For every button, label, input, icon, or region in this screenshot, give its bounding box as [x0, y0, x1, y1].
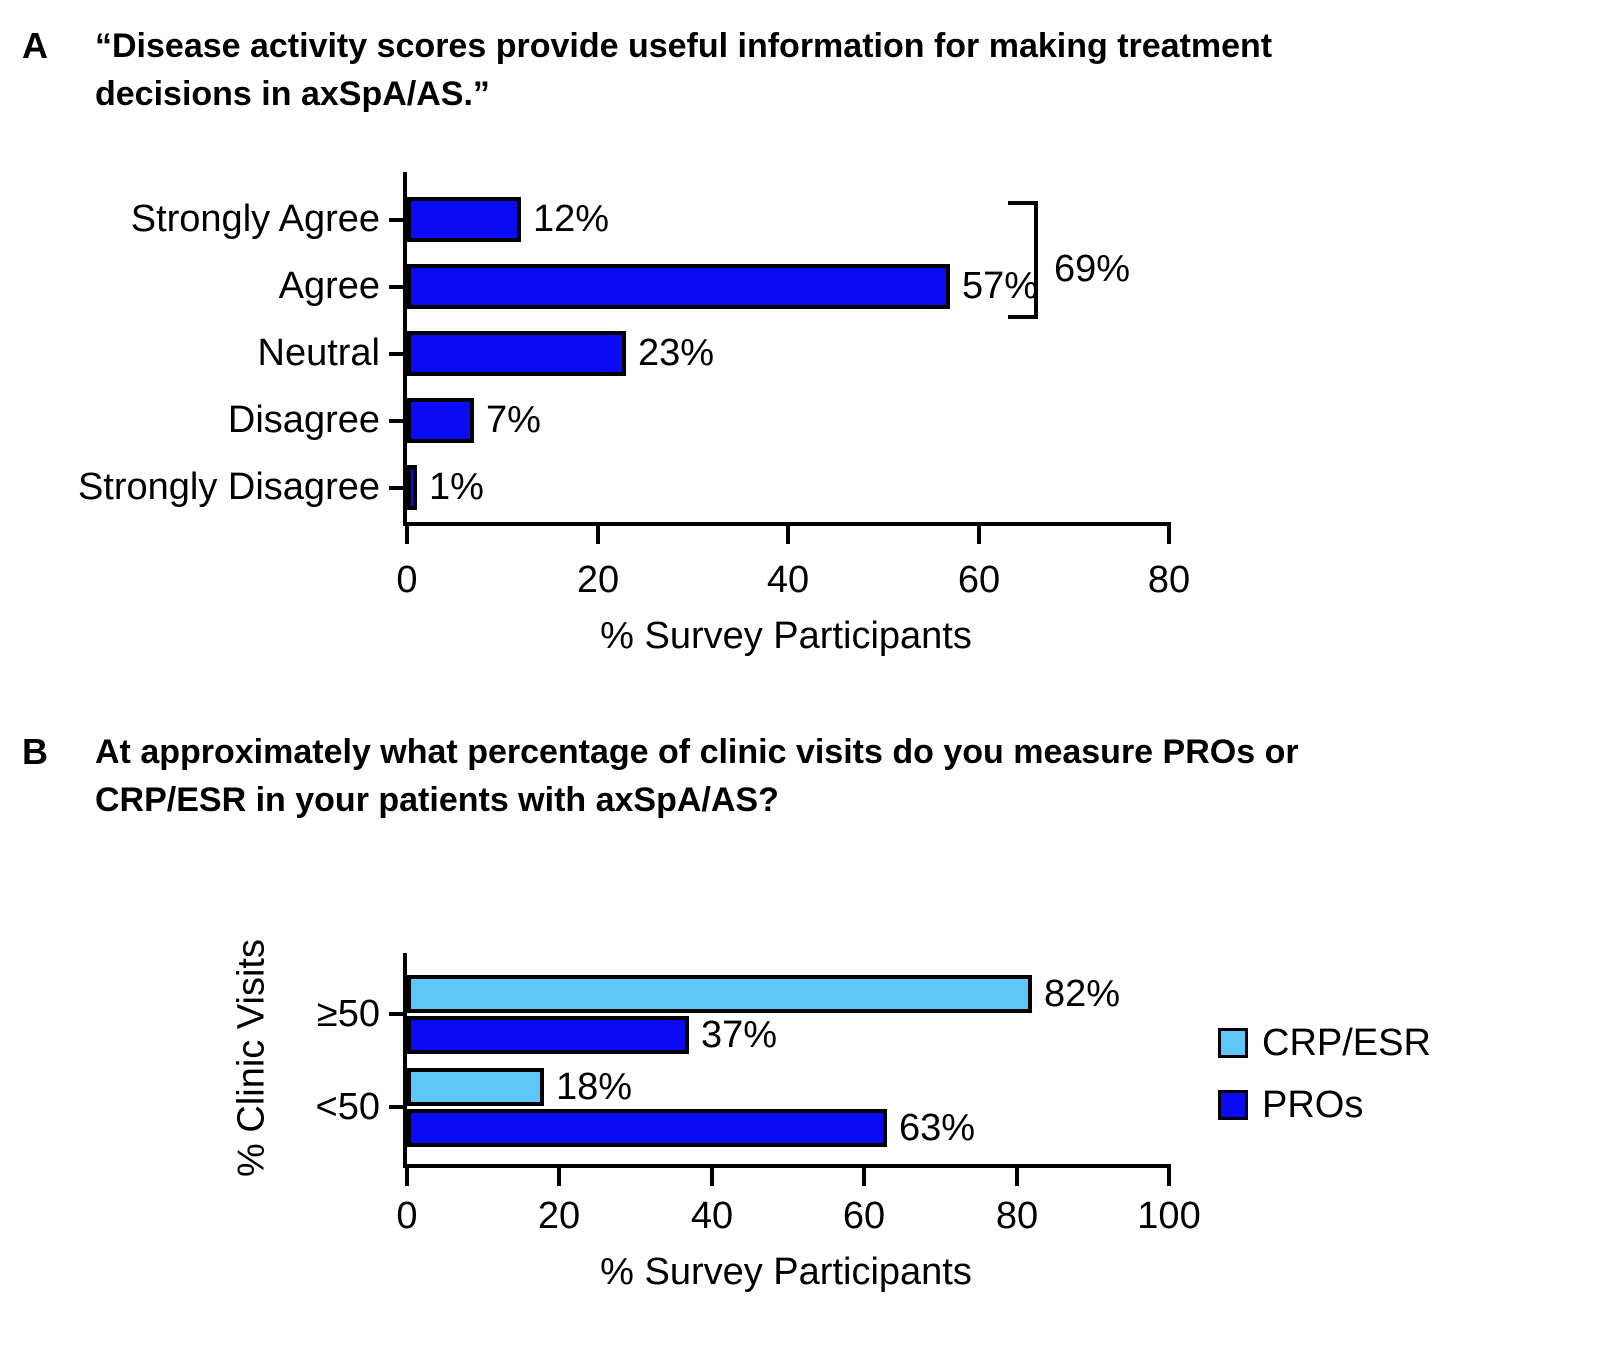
panel-a-category-label-2: Neutral	[257, 332, 381, 374]
panel-b-x-tick-label: 40	[690, 1195, 734, 1237]
panel-a-x-tick	[786, 526, 790, 544]
panel-b-bar-value-label-1-1: 63%	[899, 1107, 976, 1149]
panel-a-letter: A	[22, 25, 48, 66]
panel-b-x-tick-label: 60	[842, 1195, 886, 1237]
panel-b-x-tick-label: 80	[995, 1195, 1039, 1237]
panel-b-category-label-0: ≥50	[316, 993, 380, 1035]
panel-b-bar-crp-esr-1	[407, 1068, 544, 1106]
panel-a-title: “Disease activity scores provide useful …	[95, 22, 1272, 118]
panel-a-title-line-1: “Disease activity scores provide useful …	[95, 27, 1273, 65]
panel-a-bar-1	[407, 264, 950, 309]
panel-b-bar-value-label-0-1: 37%	[701, 1014, 778, 1056]
panel-b-legend-swatch-0	[1218, 1028, 1248, 1058]
panel-b-x-axis-title: % Survey Participants	[600, 1251, 972, 1293]
panel-a-category-tick-2	[389, 352, 403, 356]
panel-a-x-tick-label: 0	[396, 559, 418, 601]
panel-a-x-tick-label: 80	[1147, 559, 1191, 601]
panel-b-category-tick-0	[389, 1012, 403, 1016]
panel-a-x-tick	[1167, 526, 1171, 544]
panel-b-bar-value-label-0-0: 82%	[1044, 973, 1121, 1015]
panel-b-x-tick-label: 100	[1137, 1195, 1201, 1237]
panel-a-bar-0	[407, 197, 521, 242]
panel-b-x-tick-label: 0	[396, 1195, 418, 1237]
panel-b-y-axis-title: % Clinic Visits	[230, 939, 273, 1177]
panel-a-category-label-0: Strongly Agree	[130, 198, 380, 240]
panel-a-bar-4	[407, 465, 417, 510]
panel-b-letter: B	[22, 731, 48, 772]
panel-b-legend-swatch-1	[1218, 1090, 1248, 1120]
panel-a-bar-3	[407, 398, 474, 443]
panel-b-title-line-1: At approximately what percentage of clin…	[95, 733, 1299, 771]
panel-a-x-tick-label: 20	[576, 559, 620, 601]
panel-b-legend-label-1: PROs	[1262, 1084, 1364, 1126]
panel-a-bar-value-label-1: 57%	[962, 265, 1039, 307]
panel-a-bar-value-label-3: 7%	[486, 399, 541, 441]
panel-b-bar-pros-1	[407, 1109, 887, 1147]
panel-a-x-tick	[405, 526, 409, 544]
panel-a-y-axis-line	[403, 172, 407, 526]
panel-a-category-label-1: Agree	[278, 265, 380, 307]
panel-a-category-tick-4	[389, 486, 403, 490]
panel-b-y-axis-line	[403, 953, 407, 1168]
panel-a-bar-value-label-2: 23%	[638, 332, 715, 374]
panel-b-x-tick	[710, 1168, 714, 1186]
panel-b-category-label-1: <50	[315, 1086, 380, 1128]
panel-a-category-tick-3	[389, 419, 403, 423]
panel-b-bar-crp-esr-0	[407, 975, 1032, 1013]
panel-a-x-tick	[977, 526, 981, 544]
panel-b-x-tick	[862, 1168, 866, 1186]
panel-a-bar-value-label-0: 12%	[533, 198, 610, 240]
panel-a-bracket-label: 69%	[1054, 248, 1131, 290]
panel-b-x-tick	[405, 1168, 409, 1186]
panel-b-bar-value-label-1-0: 18%	[556, 1066, 633, 1108]
panel-a-x-tick	[596, 526, 600, 544]
panel-b-category-tick-1	[389, 1105, 403, 1109]
panel-a-bar-2	[407, 331, 626, 376]
panel-a-category-label-3: Disagree	[227, 399, 380, 441]
panel-b-bar-pros-0	[407, 1016, 689, 1054]
panel-a-title-line-2: decisions in axSpA/AS.”	[95, 75, 490, 113]
panel-a-category-tick-0	[389, 218, 403, 222]
panel-a-x-axis-title: % Survey Participants	[600, 615, 972, 657]
panel-a-bracket-annotation	[1008, 201, 1038, 319]
panel-b-x-axis-line	[403, 1164, 1171, 1168]
panel-a-x-tick-label: 60	[957, 559, 1001, 601]
panel-a-x-axis-line	[403, 522, 1171, 526]
panel-a-x-tick-label: 40	[766, 559, 810, 601]
panel-b-title: At approximately what percentage of clin…	[95, 728, 1299, 824]
panel-a-bar-value-label-4: 1%	[429, 466, 484, 508]
panel-b-x-tick	[1015, 1168, 1019, 1186]
panel-b-legend-label-0: CRP/ESR	[1262, 1022, 1431, 1064]
panel-a-category-tick-1	[389, 285, 403, 289]
panel-b-title-line-2: CRP/ESR in your patients with axSpA/AS?	[95, 781, 779, 819]
panel-a-category-label-4: Strongly Disagree	[77, 466, 380, 508]
panel-b-x-tick	[1167, 1168, 1171, 1186]
panel-b-x-tick-label: 20	[537, 1195, 581, 1237]
panel-b-x-tick	[557, 1168, 561, 1186]
